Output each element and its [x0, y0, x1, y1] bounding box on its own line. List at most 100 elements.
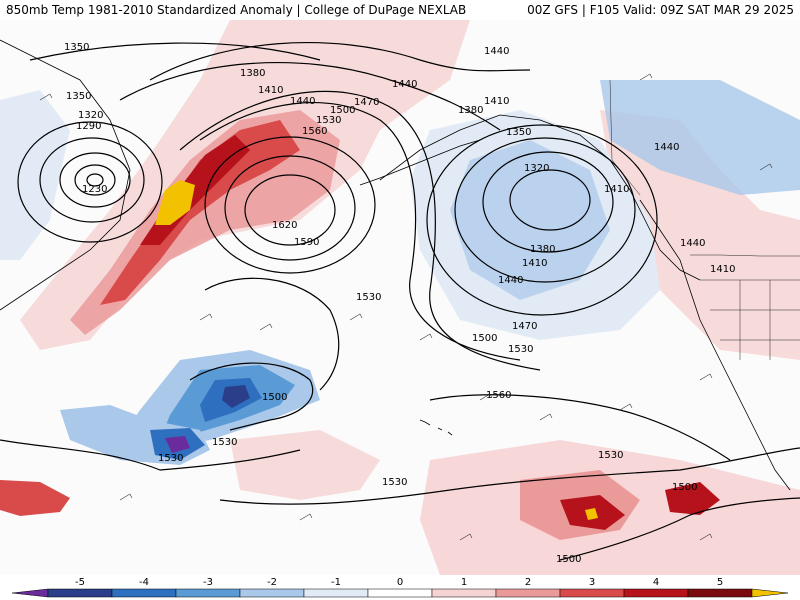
wind-barb [639, 73, 653, 81]
cool-anomaly-northeast [600, 80, 800, 195]
gulf-low-ring-3 [454, 137, 636, 283]
contour-label: 1320 [524, 163, 549, 174]
high-center-ring-1 [244, 174, 336, 246]
color-scale-tick: 4 [653, 577, 659, 588]
color-scale-min-arrow [11, 588, 49, 598]
low-center-west-ring-2 [74, 164, 116, 196]
contour-label: 1530 [212, 437, 237, 448]
wind-barb [479, 393, 493, 401]
contour-label: 1410 [604, 184, 629, 195]
header: 850mb Temp 1981-2010 Standardized Anomal… [0, 0, 800, 20]
cool-anomaly-central-strong [222, 385, 250, 408]
low-center-west-ring-5 [17, 121, 163, 243]
contour-label: 1230 [82, 184, 107, 195]
model-run-valid-time: 00Z GFS | F105 Valid: 09Z SAT MAR 29 202… [527, 3, 794, 17]
contour-label: 1500 [262, 392, 287, 403]
wind-barbs [39, 73, 773, 541]
contour-label: 1380 [458, 105, 483, 116]
wind-barb [699, 533, 713, 541]
contour-label: 1440 [290, 96, 315, 107]
wind-barb [349, 313, 363, 321]
warm-anomaly-south-central [230, 430, 380, 500]
map-title: 850mb Temp 1981-2010 Standardized Anomal… [6, 3, 467, 17]
warm-anomaly-extreme [155, 180, 195, 225]
contour-1350-top [29, 42, 321, 61]
wind-barb [119, 493, 133, 501]
state-borders [700, 279, 800, 360]
contour-labels: 1350 1350 1320 1290 1230 1380 1410 1440 … [64, 42, 735, 565]
contour-label: 1470 [512, 321, 537, 332]
wind-barb [419, 333, 433, 341]
contour-label: 1560 [302, 126, 327, 137]
contour-label: 1380 [530, 244, 555, 255]
weather-map: 1350 1350 1320 1290 1230 1380 1410 1440 … [0, 20, 800, 575]
wind-barb [539, 413, 553, 421]
wind-barb [759, 163, 773, 171]
color-scale-tick: 3 [589, 577, 595, 588]
color-scale-legend: -5 -4 -3 -2 -1 0 1 2 3 4 5 [11, 577, 789, 598]
contour-1530-south [219, 447, 800, 505]
color-scale-tick: 2 [525, 577, 531, 588]
contour-label: 1440 [498, 275, 523, 286]
geography [0, 39, 800, 491]
aleutian-chain [359, 139, 481, 186]
color-scale-swatch [431, 588, 497, 598]
alaska-coastline [379, 114, 701, 281]
color-scale-swatch [175, 588, 241, 598]
gulf-low-ring-4 [426, 124, 658, 316]
contour-label: 1590 [294, 237, 319, 248]
contour-1530-north [179, 90, 541, 371]
low-center-west-ring-4 [39, 137, 145, 223]
color-scale-tick: -2 [267, 577, 277, 588]
color-scale-tick: -5 [75, 577, 85, 588]
contour-label: 1440 [680, 238, 705, 249]
color-scale-swatch [623, 588, 689, 598]
contour-1500-central [189, 362, 314, 431]
contour-label: 1350 [64, 42, 89, 53]
contour-label: 1350 [506, 127, 531, 138]
contour-label: 1410 [484, 96, 509, 107]
contour-1500-north [199, 101, 521, 361]
contour-label: 1500 [556, 554, 581, 565]
contour-label: 1500 [672, 482, 697, 493]
contour-label: 1290 [76, 121, 101, 132]
contour-label: 1380 [240, 68, 265, 79]
contour-label: 1410 [522, 258, 547, 269]
wind-barb [699, 373, 713, 381]
color-scale-swatch [495, 588, 561, 598]
contour-1380-top [119, 61, 501, 131]
color-scale-tick: -4 [139, 577, 149, 588]
contour-label: 1440 [484, 46, 509, 57]
color-scale-swatch [367, 588, 433, 598]
contour-label: 1410 [710, 264, 735, 275]
contour-label: 1440 [654, 142, 679, 153]
contour-label: 1320 [78, 110, 103, 121]
contour-1560-south [429, 394, 731, 461]
low-center-west-ring-1 [86, 173, 104, 187]
contour-label: 1440 [392, 79, 417, 90]
contour-1440-top [149, 41, 531, 81]
color-scale-tick: -3 [203, 577, 213, 588]
contour-1530-central [0, 439, 301, 471]
contour-label: 1500 [472, 333, 497, 344]
contour-label: 1470 [354, 97, 379, 108]
contour-1500-southeast [559, 497, 800, 561]
wind-barb [459, 533, 473, 541]
hawaii-islands [419, 419, 453, 436]
color-scale-swatch [687, 588, 753, 598]
warm-anomaly-southeast-extreme [585, 508, 598, 520]
color-scale-swatch [47, 588, 113, 598]
low-center-west-ring-3 [59, 152, 131, 208]
contour-label: 1560 [486, 390, 511, 401]
color-scale-ticks: -5 -4 -3 -2 -1 0 1 2 3 4 5 [75, 577, 723, 588]
contour-label: 1530 [598, 450, 623, 461]
warm-anomaly-far-east [665, 482, 720, 515]
contour-1530-loop [204, 277, 340, 391]
contour-label: 1530 [316, 115, 341, 126]
contour-label: 1500 [330, 105, 355, 116]
wind-barb [299, 513, 313, 521]
contour-label: 1410 [258, 85, 283, 96]
wind-barb [619, 403, 633, 411]
color-scale-tick: 1 [461, 577, 467, 588]
contour-label: 1530 [508, 344, 533, 355]
